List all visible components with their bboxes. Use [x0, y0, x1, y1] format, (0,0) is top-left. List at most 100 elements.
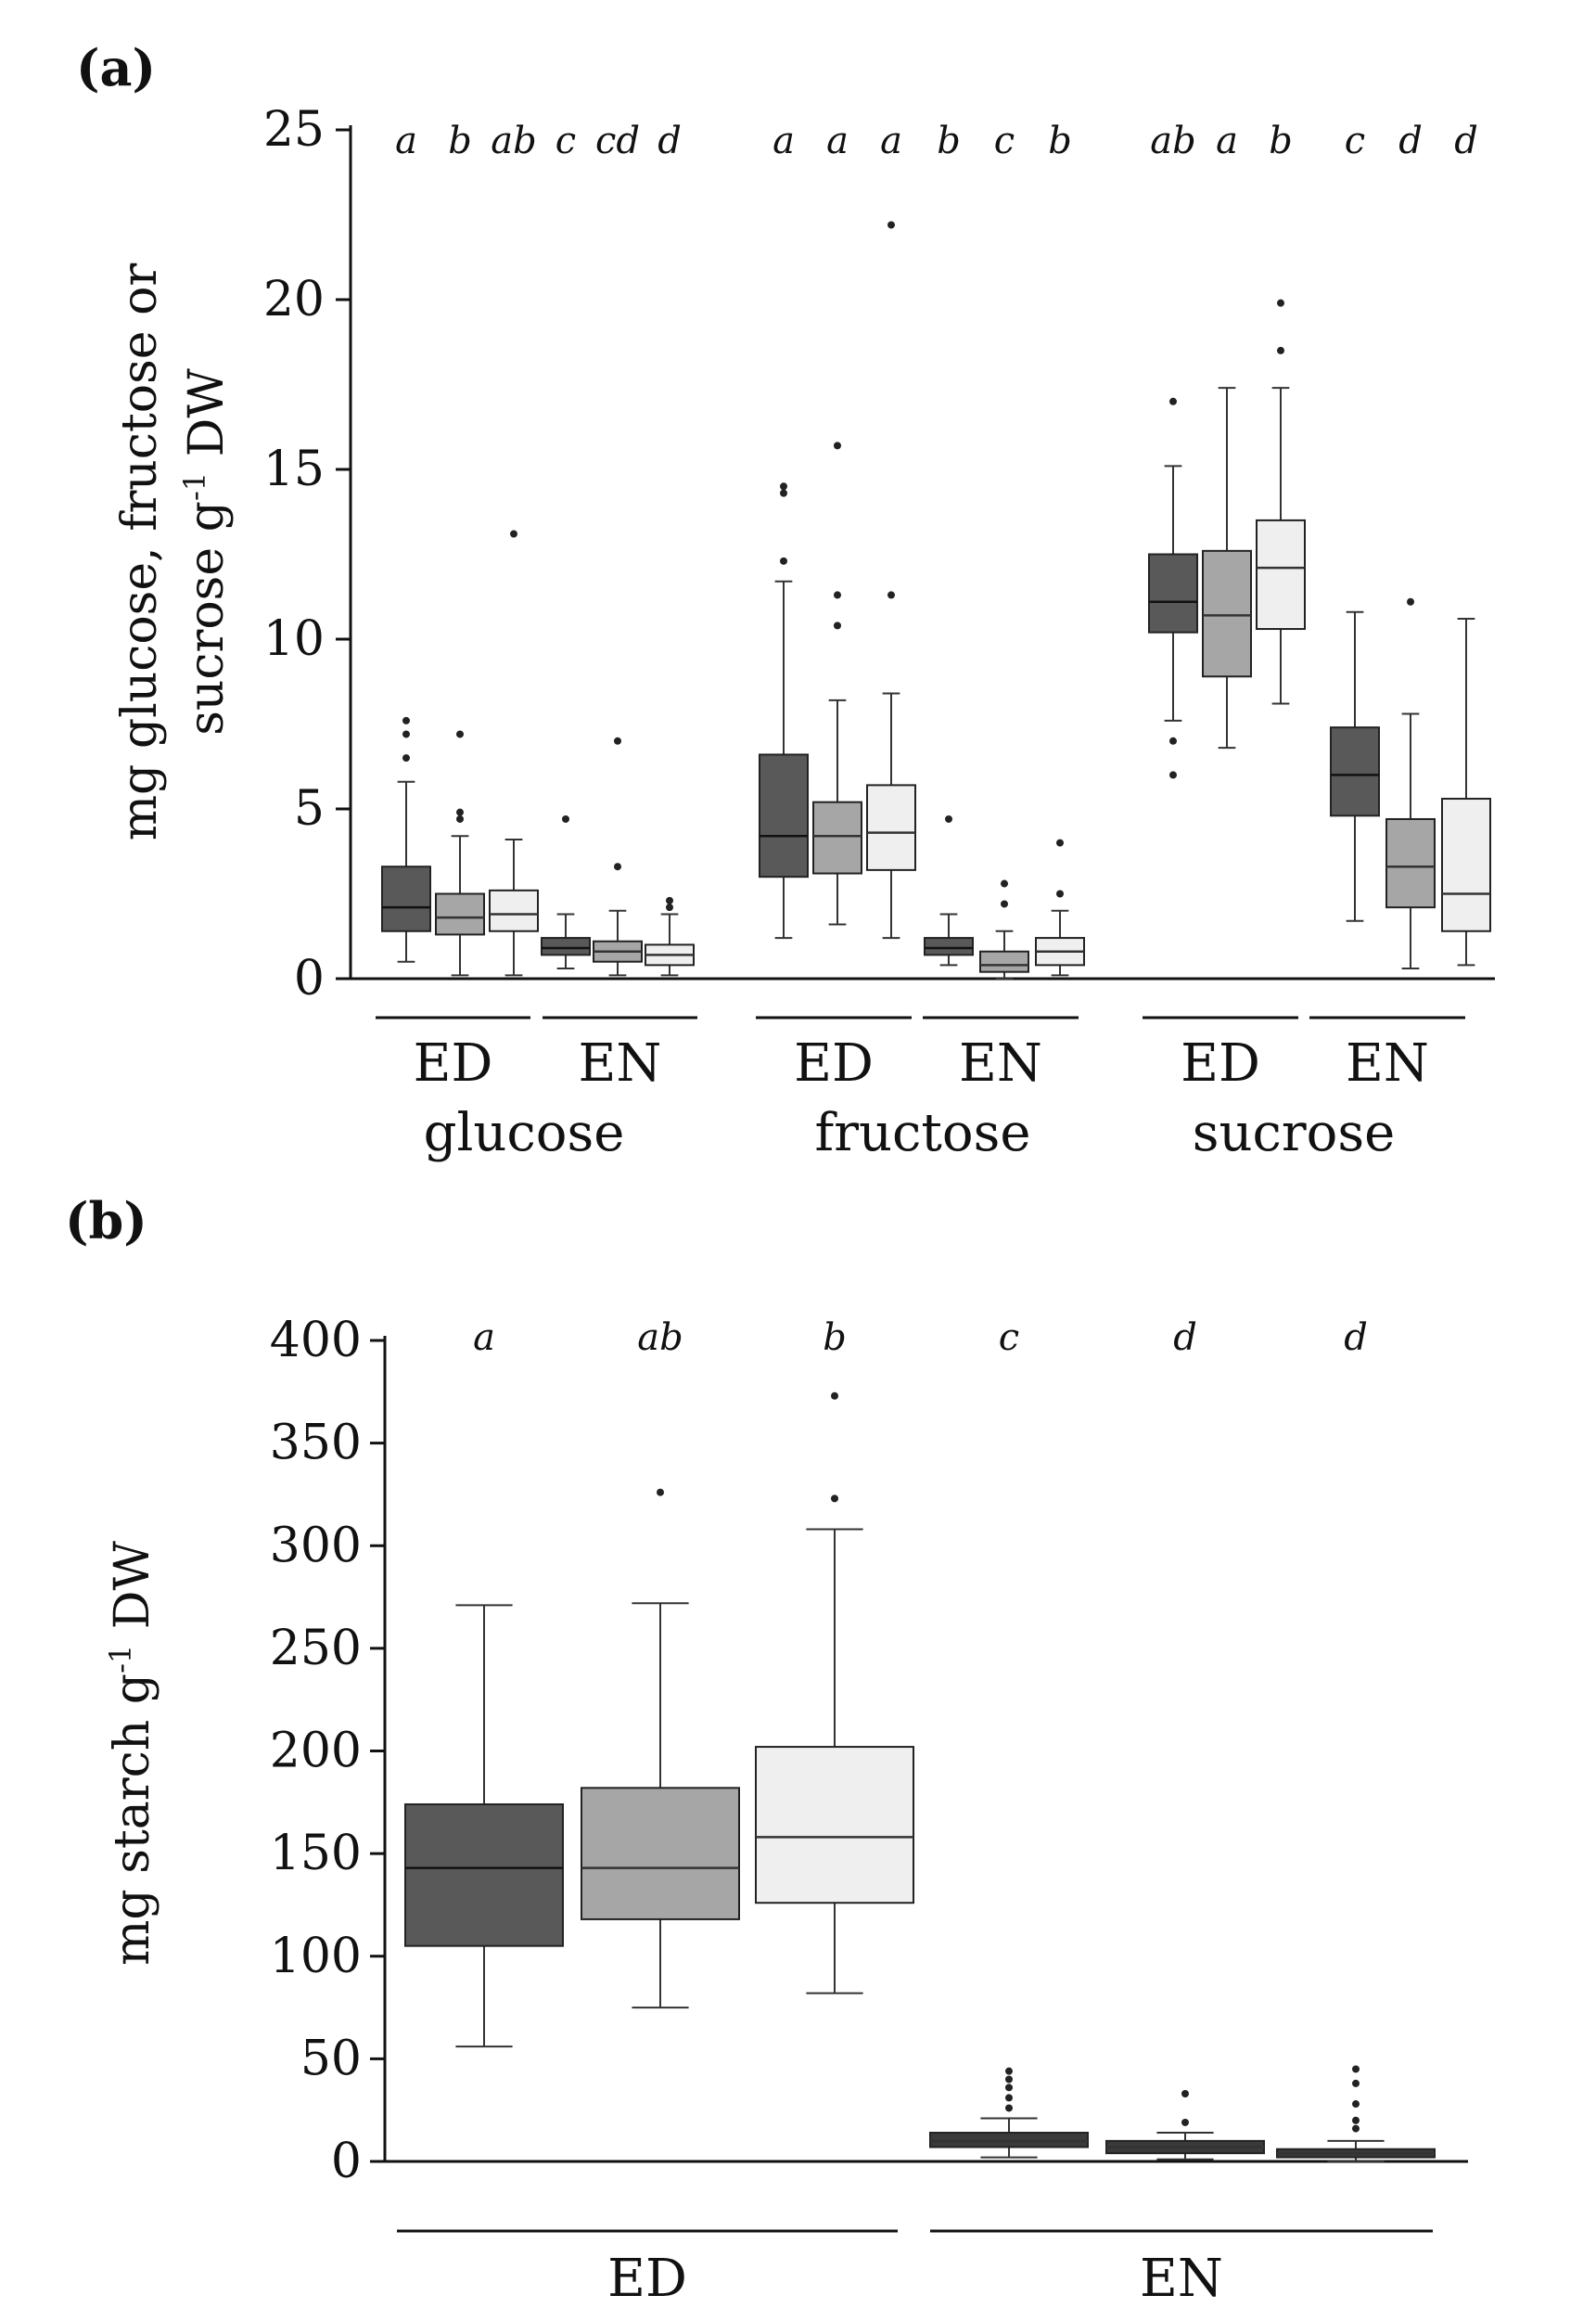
panel-b-en-3-box	[1276, 2065, 1436, 2162]
panel-a-glucose-en-outlier	[614, 737, 621, 745]
panel-a-glucose-ed-iqr	[381, 866, 431, 932]
panel-a-sig-letter: d	[658, 120, 682, 162]
panel-a-sucrose-ed-outlier	[1169, 737, 1177, 745]
panel-a-fructose-ed-outlier	[834, 442, 841, 450]
panel-a-sucrose-ed-outlier	[1169, 771, 1177, 779]
panel-a-sig-letter: c	[1345, 120, 1365, 162]
panel-a-fructose-en-box	[924, 814, 974, 967]
panel-a-chart: mg glucose, fructose or sucrose g-1 DW 0 5…	[112, 102, 1495, 1163]
panel-a-glucose-ed-iqr	[435, 892, 485, 936]
panel-a-sig-letter: a	[395, 120, 417, 162]
panel-b-en-3-outlier	[1352, 2124, 1360, 2133]
panel-a-y-tick-label: 5	[294, 781, 325, 837]
panel-a-sucrose-ed-iqr	[1256, 519, 1306, 631]
panel-b-y-tick-label: 250	[270, 1621, 362, 1676]
panel-a-y-tick-label: 0	[294, 951, 325, 1007]
panel-b-sig-letter: b	[823, 1316, 847, 1359]
panel-a-glucose-ed-outlier	[456, 814, 464, 823]
panel-b-en-1-outlier	[1005, 2084, 1013, 2092]
panel-a-fructose-ed-outlier	[887, 591, 895, 599]
panel-a-fructose-en-outlier	[1056, 839, 1064, 847]
panel-b-en-1-outlier	[1005, 2094, 1013, 2102]
panel-a-sucrose-en-outlier	[1407, 597, 1414, 606]
panel-a-sig-letter: ab	[1150, 120, 1195, 162]
panel-b-y-tick-label: 200	[270, 1724, 362, 1779]
panel-a-sucrose-en-iqr	[1441, 798, 1491, 932]
panel-a-glucose-ed-outlier	[402, 754, 410, 763]
panel-a-sig-letter: a	[1216, 120, 1238, 162]
panel-a-sig-letter: b	[937, 120, 961, 162]
panel-a-glucose-ed-box	[381, 716, 431, 963]
panel-b-ed-3-box	[755, 1391, 914, 1994]
panel-a-glucose-ed-box	[435, 730, 485, 977]
panel-b-en-2-box	[1105, 2089, 1265, 2161]
panel-a-group-label: ED	[794, 1033, 874, 1094]
panel-a-sucrose-ed-iqr	[1202, 549, 1252, 678]
panel-a-sig-letter: d	[1454, 120, 1478, 162]
panel-a-sig-letter: b	[448, 120, 472, 162]
panel-b-en-3-outlier	[1352, 2065, 1360, 2073]
panel-b-ed-3-iqr	[755, 1746, 914, 1904]
panel-a-sucrose-en-box	[1385, 597, 1436, 970]
panel-a-category-label: sucrose	[1193, 1103, 1396, 1163]
panel-b-boxes	[404, 1391, 1436, 2162]
panel-a-glucose-en-outlier	[666, 904, 673, 912]
panel-b-en-1-box	[929, 2067, 1089, 2159]
panel-b-sig-letter: d	[1173, 1316, 1197, 1359]
panel-a-fructose-en-box	[979, 879, 1029, 980]
panel-a-glucose-ed-iqr	[489, 889, 539, 932]
panel-b-sig-letter: a	[473, 1316, 495, 1359]
panel-a-fructose-ed-outlier	[780, 482, 787, 491]
panel-a-category-label: glucose	[424, 1103, 625, 1163]
panel-b-chart: mg starch g-1 DW 0 50 100 150 200 250 300 350 40…	[103, 1313, 1468, 2309]
panel-a-sig-letter: a	[772, 120, 795, 162]
panel-a-y-tick-label: 25	[263, 102, 325, 158]
panel-b-ed-2-box	[581, 1488, 740, 2009]
panel-b-en-1-outlier	[1005, 2104, 1013, 2112]
panel-b-group-label: ED	[607, 2249, 687, 2309]
panel-a-group-label: ED	[414, 1033, 493, 1094]
panel-b-sig-letter: ab	[637, 1316, 683, 1359]
panel-a-sucrose-en-iqr	[1385, 817, 1436, 909]
panel-a-glucose-ed-outlier	[402, 730, 410, 738]
panel-b-en-3-outlier	[1352, 2079, 1360, 2087]
panel-b-ed-3-outlier	[831, 1494, 838, 1503]
panel-a-glucose-en-outlier	[666, 896, 673, 904]
panel-a-sig-letter: ab	[491, 120, 536, 162]
panel-a-sig-letter: c	[555, 120, 576, 162]
panel-a-glucose-ed-box	[489, 530, 539, 977]
panel-a-glucose-en-box	[541, 814, 591, 970]
panel-a-sig-letter: c	[994, 120, 1015, 162]
panel-b-en-3-outlier	[1352, 2100, 1360, 2109]
panel-a-sig-letter: a	[826, 120, 849, 162]
panel-a-fructose-ed-outlier	[834, 591, 841, 599]
panel-a-sig-letter: cd	[595, 120, 640, 162]
panel-b-y-axis-label: mg starch g-1 DW	[103, 1541, 160, 1966]
panel-a-sucrose-en-iqr	[1330, 726, 1380, 817]
panel-b-y-tick-label: 150	[270, 1826, 362, 1881]
panel-a-fructose-en-outlier	[1056, 890, 1064, 898]
panel-b-ed-1-iqr	[404, 1803, 564, 1947]
panel-b-en-3-outlier	[1352, 2116, 1360, 2124]
panel-a-fructose-en-iqr	[924, 937, 974, 956]
panel-a-glucose-ed-outlier	[402, 716, 410, 725]
panel-a-group-label: EN	[1346, 1033, 1429, 1094]
panel-b-en-2-outlier	[1181, 2089, 1189, 2097]
panel-a-sucrose-ed-box	[1202, 387, 1252, 750]
panel-a-boxes	[381, 221, 1491, 980]
panel-a-fructose-en-outlier	[1001, 879, 1008, 888]
panel-b-label: (b)	[65, 1191, 147, 1250]
panel-a-fructose-en-outlier	[1001, 900, 1008, 908]
panel-a-sig-letter: b	[1269, 120, 1293, 162]
panel-b-group-labels: ED EN	[397, 2229, 1433, 2309]
panel-b-en-2-outlier	[1181, 2118, 1189, 2126]
panel-a-label: (a)	[76, 38, 156, 97]
panel-a-fructose-ed-outlier	[780, 489, 787, 497]
panel-a-glucose-en-iqr	[541, 937, 591, 956]
panel-a-y-axis-label: mg glucose, fructose or sucrose g-1 DW	[112, 263, 235, 841]
panel-a-fructose-en-box	[1035, 839, 1085, 977]
panel-a-sig-letter: d	[1398, 120, 1423, 162]
panel-b-sig-letter: d	[1344, 1316, 1368, 1359]
panel-a-sig-letter: a	[880, 120, 902, 162]
panel-a-y-tick-label: 10	[263, 611, 325, 667]
